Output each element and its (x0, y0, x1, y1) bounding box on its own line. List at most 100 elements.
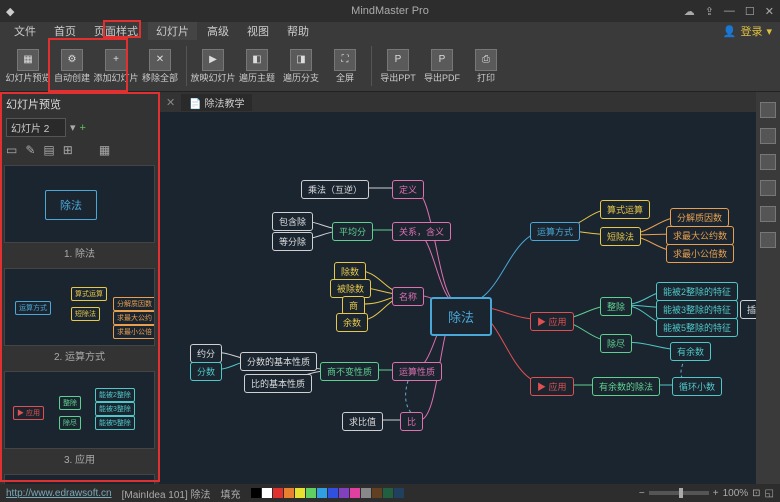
maximize-icon[interactable]: ☐ (745, 5, 755, 18)
swatch[interactable] (350, 488, 360, 498)
zoom-in-icon[interactable]: + (713, 488, 719, 499)
ribbon-addslide[interactable]: +添加幻灯片 (96, 42, 136, 90)
slide-thumb[interactable]: 除法1. 除法 (4, 165, 155, 262)
mindmap-node[interactable]: 分数的基本性质 (240, 352, 317, 371)
mindmap-node[interactable]: 能被2整除的特征 (656, 282, 738, 301)
rtool-icon[interactable] (760, 206, 776, 222)
add-slide-icon[interactable]: + (80, 122, 86, 134)
mindmap-node[interactable]: 插入概要 (740, 300, 756, 319)
mindmap-node[interactable]: 包含除 (272, 212, 313, 231)
swatch[interactable] (284, 488, 294, 498)
minimize-icon[interactable]: — (724, 5, 735, 18)
mindmap-node[interactable]: 等分除 (272, 232, 313, 251)
doc-tab[interactable]: 📄 除法教学 (181, 94, 252, 111)
ribbon-fullscreen[interactable]: ⛶全屏 (325, 42, 365, 90)
mindmap-node[interactable]: 能被3整除的特征 (656, 300, 738, 319)
mindmap-node[interactable]: 名称 (392, 287, 424, 306)
mindmap-node[interactable]: 运算方式 (530, 222, 580, 241)
mindmap-node[interactable]: 运算性质 (392, 362, 442, 381)
zoom-out-icon[interactable]: − (639, 488, 645, 499)
mindmap-node[interactable]: 求最小公倍数 (666, 244, 734, 263)
swatch[interactable] (262, 488, 272, 498)
menu-slides[interactable]: 幻灯片 (148, 22, 197, 40)
slide-dropdown[interactable]: 幻灯片 2 (6, 118, 66, 137)
mindmap-canvas[interactable]: 除法定义乘法（互逆）关系，含义平均分包含除等分除名称除数被除数商余数运算性质商不… (160, 112, 756, 484)
mindmap-node[interactable]: 短除法 (600, 227, 641, 246)
mindmap-node[interactable]: 有余数 (670, 342, 711, 361)
ribbon-removeall[interactable]: ✕移除全部 (140, 42, 180, 90)
mindmap-node[interactable]: 余数 (336, 313, 368, 332)
rtool-icon[interactable] (760, 232, 776, 248)
fit-icon[interactable]: ◱ (765, 488, 774, 499)
slide-thumb[interactable]: 运算方式 算式运算 短除法 分解质因数 求最大公约 求最小公倍2. 运算方式 (4, 268, 155, 365)
mindmap-node[interactable]: 约分 (190, 344, 222, 363)
ribbon-exportpdf[interactable]: P导出PDF (422, 42, 462, 90)
tool-icon[interactable]: ▭ (6, 143, 17, 157)
tool-icon[interactable]: ▤ (43, 143, 54, 157)
mindmap-node[interactable]: 除尽 (600, 334, 632, 353)
slide-panel: 幻灯片预览 幻灯片 2 ▾ + ▭ ✎ ▤ ⊞ ▦ 除法1. 除法运算方式 算式… (0, 92, 160, 484)
mindmap-node[interactable]: 定义 (392, 180, 424, 199)
swatch[interactable] (339, 488, 349, 498)
ribbon-traverse-topic[interactable]: ◧遍历主题 (237, 42, 277, 90)
mindmap-node[interactable]: 分数 (190, 362, 222, 381)
slide-thumb[interactable]: ▶ 应用 整除 除尽 能被2整除 能被3整除 能被5整除3. 应用 (4, 371, 155, 468)
mindmap-node[interactable]: 比的基本性质 (244, 374, 312, 393)
cloud-icon[interactable]: ☁ (684, 5, 695, 18)
mindmap-node[interactable]: 平均分 (332, 222, 373, 241)
mindmap-node[interactable]: 求最大公约数 (666, 226, 734, 245)
mindmap-node[interactable]: 分解质因数 (670, 208, 729, 227)
mindmap-node[interactable]: 算式运算 (600, 200, 650, 219)
slide-thumb[interactable]: ▶ 应用 有余数的除法 循环小数4. 应用 (4, 474, 155, 484)
tool-icon[interactable]: ✎ (25, 143, 35, 157)
rtool-icon[interactable] (760, 180, 776, 196)
rtool-icon[interactable] (760, 154, 776, 170)
mindmap-node[interactable]: 商不变性质 (320, 362, 379, 381)
swatch[interactable] (383, 488, 393, 498)
rtool-icon[interactable] (760, 128, 776, 144)
swatch[interactable] (372, 488, 382, 498)
swatch[interactable] (306, 488, 316, 498)
menu-help[interactable]: 帮助 (279, 22, 317, 40)
status-link[interactable]: http://www.edrawsoft.cn (6, 488, 112, 499)
dropdown-arrow-icon[interactable]: ▾ (70, 121, 76, 134)
swatch[interactable] (295, 488, 305, 498)
mindmap-node[interactable]: 有余数的除法 (592, 377, 660, 396)
menu-file[interactable]: 文件 (6, 22, 44, 40)
mindmap-node[interactable]: 关系，含义 (392, 222, 451, 241)
zoom-slider[interactable] (649, 491, 709, 495)
mindmap-node[interactable]: 比 (400, 412, 423, 431)
mindmap-node[interactable]: 求比值 (342, 412, 383, 431)
ribbon-traverse-branch[interactable]: ◨遍历分支 (281, 42, 321, 90)
swatch[interactable] (317, 488, 327, 498)
ribbon-autocreate[interactable]: ⚙自动创建 (52, 42, 92, 90)
fit-icon[interactable]: ⊡ (752, 488, 760, 499)
menu-view[interactable]: 视图 (239, 22, 277, 40)
swatch[interactable] (251, 488, 261, 498)
mindmap-node[interactable]: ▶ 应用 (530, 377, 574, 396)
tool-icon[interactable]: ▦ (99, 143, 110, 157)
mindmap-node[interactable]: 乘法（互逆） (301, 180, 369, 199)
ribbon-exportppt[interactable]: P导出PPT (378, 42, 418, 90)
ribbon-play[interactable]: ▶放映幻灯片 (193, 42, 233, 90)
tool-icon[interactable]: ⊞ (63, 143, 73, 157)
menu-home[interactable]: 首页 (46, 22, 84, 40)
swatch[interactable] (328, 488, 338, 498)
mindmap-node[interactable]: ▶ 应用 (530, 312, 574, 331)
swatch[interactable] (361, 488, 371, 498)
swatch[interactable] (394, 488, 404, 498)
close-icon[interactable]: ✕ (765, 5, 774, 18)
menu-pagestyle[interactable]: 页面样式 (86, 22, 146, 40)
mindmap-node[interactable]: 能被5整除的特征 (656, 318, 738, 337)
rtool-icon[interactable] (760, 102, 776, 118)
mindmap-node[interactable]: 整除 (600, 297, 632, 316)
ribbon-preview[interactable]: ▦幻灯片预览 (8, 42, 48, 90)
mindmap-node[interactable]: 循环小数 (672, 377, 722, 396)
swatch[interactable] (273, 488, 283, 498)
login-link[interactable]: 👤 登录 ▾ (723, 23, 772, 39)
tab-close-icon[interactable]: ✕ (166, 96, 175, 109)
ribbon-print[interactable]: ⎙打印 (466, 42, 506, 90)
menu-advanced[interactable]: 高级 (199, 22, 237, 40)
mindmap-node[interactable]: 除法 (430, 297, 492, 336)
share-icon[interactable]: ⇪ (705, 5, 714, 18)
